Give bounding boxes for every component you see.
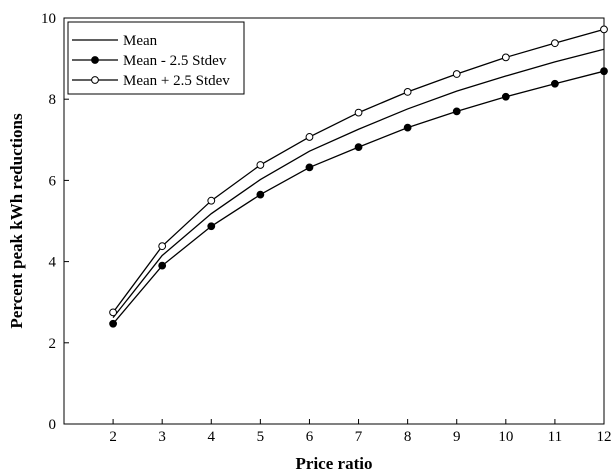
y-tick-label: 4: [49, 255, 57, 271]
y-tick-label: 8: [49, 92, 57, 108]
data-point: [403, 87, 412, 96]
data-point: [207, 222, 216, 231]
legend-marker: [91, 76, 99, 84]
y-axis-label: Percent peak kWh reductions: [7, 113, 26, 329]
x-tick-label: 11: [548, 429, 562, 445]
data-point: [158, 242, 167, 251]
x-tick-label: 8: [404, 429, 412, 445]
legend-label: Mean + 2.5 Stdev: [123, 73, 230, 89]
data-point: [452, 107, 461, 116]
x-tick-label: 9: [453, 429, 461, 445]
x-tick-label: 12: [597, 429, 612, 445]
data-point: [501, 53, 510, 62]
x-tick-label: 3: [158, 429, 166, 445]
y-tick-label: 6: [49, 173, 57, 189]
x-axis-label: Price ratio: [296, 454, 373, 473]
data-point: [256, 161, 265, 169]
x-tick-label: 7: [355, 429, 363, 445]
data-point: [600, 25, 608, 34]
x-axis-ticks: 2 3 4 5 6 7 8 9 10 11 12: [109, 419, 612, 445]
data-point: [403, 123, 412, 132]
legend-label: Mean - 2.5 Stdev: [123, 53, 227, 69]
data-point: [158, 261, 167, 270]
x-tick-label: 10: [498, 429, 513, 445]
legend: Mean Mean - 2.5 Stdev Mean + 2.5 Stdev: [67, 21, 245, 95]
data-point: [256, 190, 265, 199]
data-point: [600, 67, 608, 76]
legend-label: Mean: [123, 33, 158, 49]
data-point: [109, 308, 117, 317]
data-point: [501, 92, 510, 101]
x-tick-label: 4: [208, 429, 216, 445]
x-tick-label: 2: [109, 429, 117, 445]
y-tick-label: 2: [49, 336, 57, 352]
data-point: [305, 163, 314, 172]
data-point: [354, 108, 363, 117]
legend-marker: [91, 56, 99, 64]
series-layer: [109, 25, 608, 328]
data-point: [305, 133, 314, 141]
y-tick-label: 10: [41, 11, 56, 27]
y-tick-label: 0: [49, 417, 57, 433]
data-point: [207, 196, 216, 205]
data-point: [551, 79, 559, 88]
data-point: [109, 319, 117, 328]
series-line-0: [112, 48, 605, 319]
data-point: [551, 39, 559, 48]
data-point: [354, 143, 363, 152]
y-axis-ticks: 0 2 4 6 8 10: [41, 11, 69, 433]
x-tick-label: 5: [257, 429, 265, 445]
x-tick-label: 6: [306, 429, 314, 445]
data-point: [452, 70, 461, 78]
